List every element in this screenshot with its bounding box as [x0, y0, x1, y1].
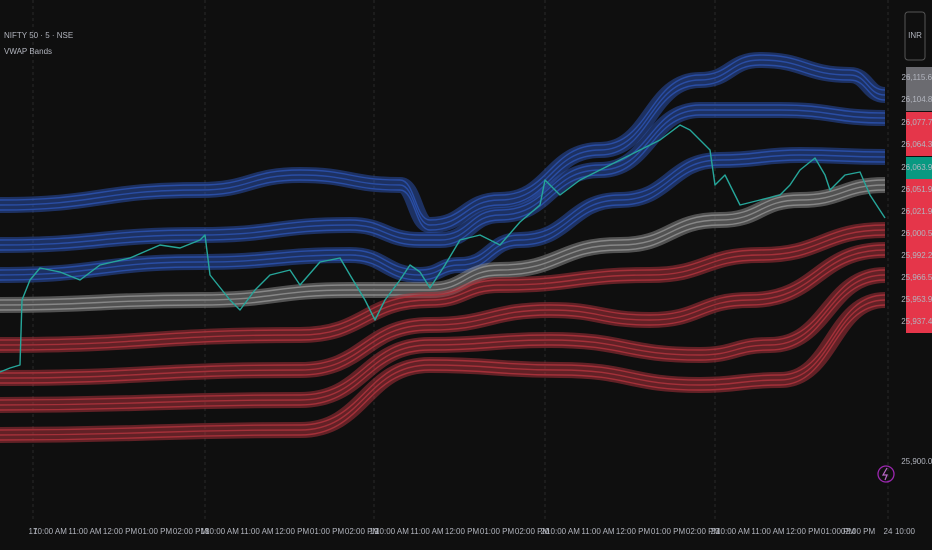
- time-label: 01:00 PM: [651, 527, 686, 536]
- band-line: [0, 254, 886, 384]
- time-label: 12:00 PM: [103, 527, 138, 536]
- price-tag: [906, 179, 932, 201]
- time-label: 11:00 AM: [751, 527, 785, 536]
- price-tag: [906, 67, 932, 89]
- price-label: 25,900.00: [901, 457, 932, 466]
- price-label: 25,992.20: [901, 251, 932, 260]
- time-label: 12:00 PM: [445, 527, 480, 536]
- band-line: [0, 59, 886, 226]
- price-label: 26,115.65: [902, 73, 932, 82]
- band-line: [0, 64, 886, 231]
- price-label: 26,000.54: [901, 229, 932, 238]
- time-label: 01:00 PM: [821, 527, 856, 536]
- time-label: 19: [370, 527, 379, 536]
- band-line: [0, 109, 886, 246]
- band-line: [0, 224, 886, 341]
- band-line: [0, 294, 886, 431]
- price-tag: [906, 223, 932, 245]
- band-line: [0, 299, 886, 436]
- time-label: 10:00 AM: [716, 527, 750, 536]
- time-label: 01:00 PM: [480, 527, 515, 536]
- price-tag: [906, 267, 932, 289]
- time-label: 02:00 PM: [686, 527, 721, 536]
- band-line: [0, 234, 886, 351]
- currency-button[interactable]: [904, 11, 926, 61]
- time-label: 20: [541, 527, 550, 536]
- time-label: 23: [711, 527, 720, 536]
- time-label: 10:00 AM: [375, 527, 409, 536]
- band-line: [0, 189, 886, 311]
- price-label: 26,104.85: [901, 95, 932, 104]
- band-line: [0, 304, 886, 441]
- time-label: 17: [29, 527, 38, 536]
- time-label: 11:00 AM: [240, 527, 274, 536]
- price-label: 26,077.74: [901, 118, 932, 127]
- band-line: [0, 229, 886, 346]
- price-label: 26,051.94: [901, 185, 932, 194]
- time-label: 02:00 PM: [173, 527, 208, 536]
- price-tag: [906, 89, 932, 111]
- price-label: 25,953.90: [901, 295, 932, 304]
- band-line: [0, 54, 886, 221]
- time-label: 24: [884, 527, 893, 536]
- time-label: 12:00 PM: [616, 527, 651, 536]
- time-label: 10:00: [895, 527, 916, 536]
- price-tag: [906, 311, 932, 333]
- time-label: 02:00 PM: [841, 527, 876, 536]
- time-label: 02:00 PM: [345, 527, 380, 536]
- price-tag: [906, 112, 932, 134]
- band-line: [0, 159, 886, 281]
- price-line: [0, 124, 886, 373]
- time-label: 11:00 AM: [68, 527, 102, 536]
- bands: [0, 51, 887, 443]
- time-label: 10:00 AM: [33, 527, 67, 536]
- price-label: 26,064.37: [901, 140, 932, 149]
- price-label: 26,063.95: [901, 163, 932, 172]
- time-label: 10:00 AM: [205, 527, 239, 536]
- price-label: 26,021.94: [901, 207, 932, 216]
- symbol-title: NIFTY 50 · 5 · NSE: [4, 31, 73, 40]
- indicator-title: VWAP Bands: [4, 47, 52, 56]
- band-line: [0, 154, 886, 276]
- band-line: [0, 149, 886, 271]
- price-label: 25,966.54: [901, 273, 932, 282]
- band-line: [0, 114, 886, 251]
- time-label: 12:00 PM: [786, 527, 821, 536]
- alert-icon[interactable]: [877, 465, 895, 483]
- time-label: 02:00 PM: [515, 527, 550, 536]
- price-label: 25,937.47: [901, 317, 932, 326]
- time-label: 01:00 PM: [138, 527, 173, 536]
- currency-label[interactable]: INR: [908, 31, 922, 40]
- band-line: [0, 279, 886, 411]
- band-line: [0, 249, 886, 379]
- price-tag: [906, 201, 932, 223]
- time-label: 18: [201, 527, 210, 536]
- time-label: 12:00 PM: [275, 527, 310, 536]
- band-line: [0, 274, 886, 406]
- band-line: [0, 269, 886, 401]
- band-line: [0, 244, 886, 374]
- band-line: [0, 104, 886, 241]
- time-label: 11:00 AM: [410, 527, 444, 536]
- time-label: 01:00 PM: [310, 527, 345, 536]
- band-line: [0, 179, 886, 301]
- time-label: 10:00 AM: [546, 527, 580, 536]
- band-line: [0, 184, 886, 306]
- price-tag: [906, 245, 932, 267]
- price-tag: [906, 289, 932, 311]
- price-tag: [906, 157, 932, 179]
- alert-bolt: [881, 467, 888, 481]
- price-tag: [906, 134, 932, 156]
- time-label: 11:00 AM: [581, 527, 615, 536]
